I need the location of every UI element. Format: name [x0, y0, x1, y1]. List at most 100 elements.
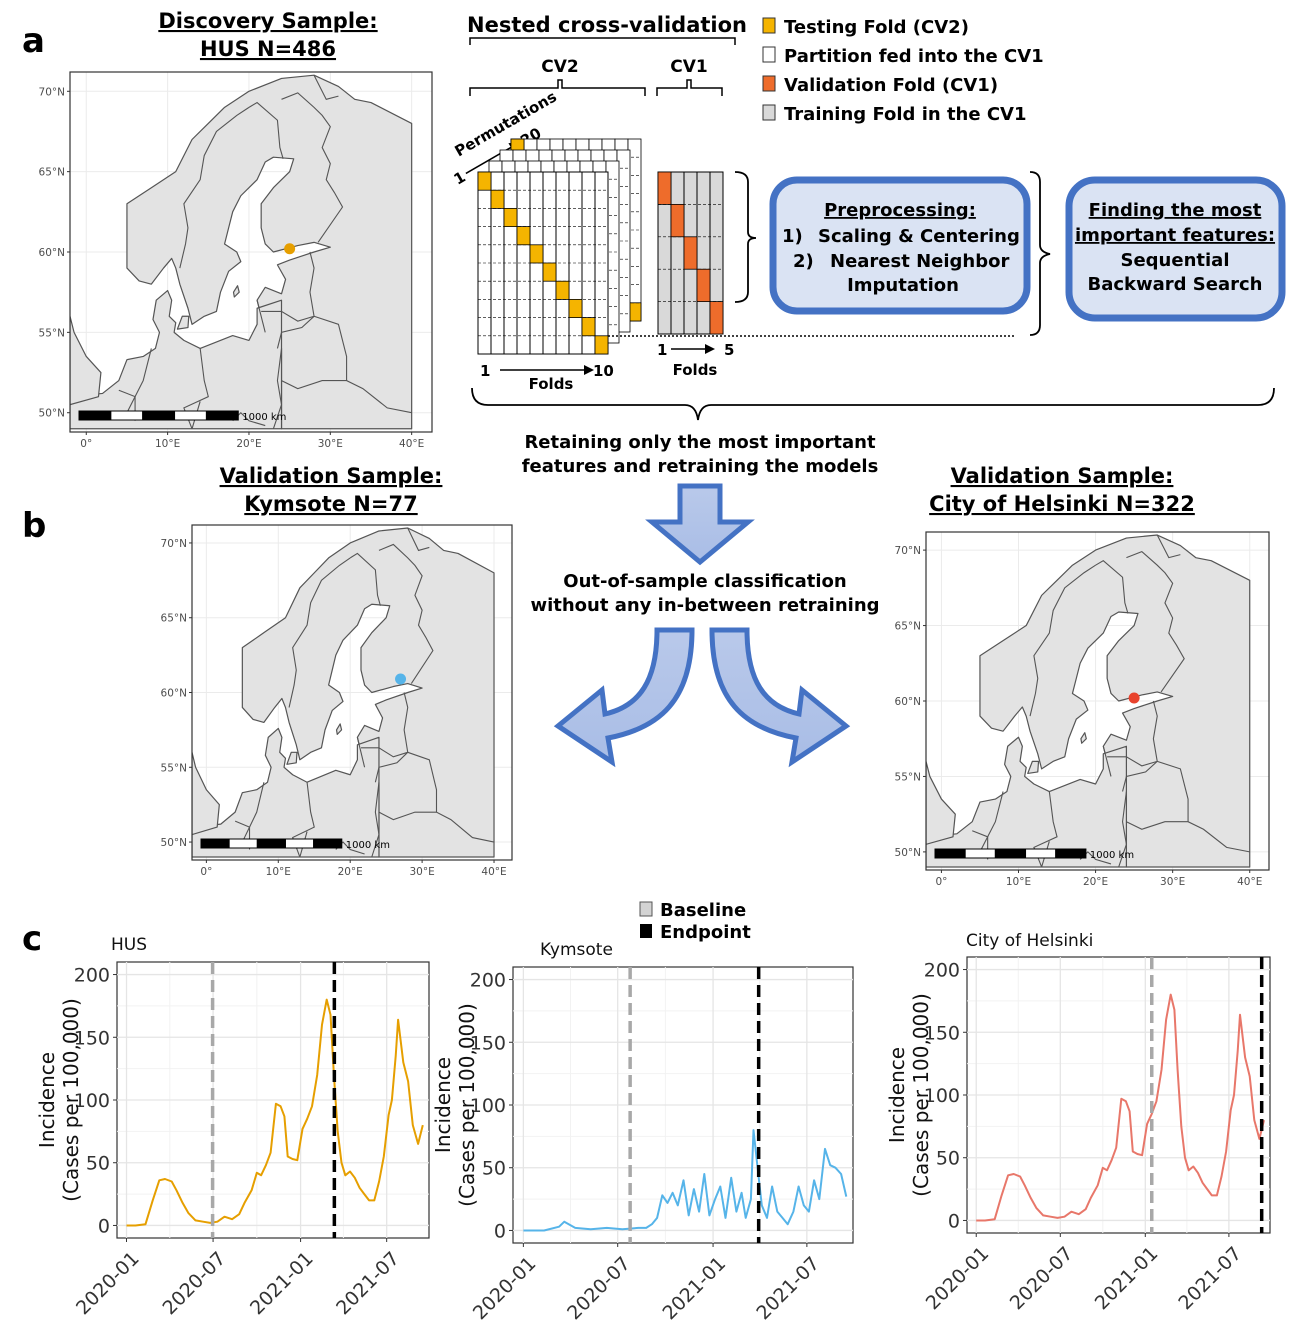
map-border [288, 557, 351, 708]
map-land-island [335, 723, 343, 735]
map-land-south [192, 727, 380, 858]
legend-label: Validation Fold (CV1) [784, 75, 998, 96]
incidence-series-line [126, 998, 424, 1227]
map-land-island [1027, 760, 1040, 775]
map-title-discovery-1: Discovery Sample: [158, 9, 377, 33]
cv1-training-column [670, 171, 685, 335]
testing-fold-cell [568, 298, 583, 318]
fold-column [555, 171, 570, 355]
cv1-training-column [696, 171, 711, 335]
scale-bar-segment [256, 838, 286, 849]
map-land-uk [70, 315, 102, 406]
folds-end: 10 [593, 362, 614, 380]
map-lon-tick: 40°E [399, 438, 424, 450]
map-border [1029, 564, 1096, 717]
legend-swatch [762, 75, 776, 92]
map-title-kymsote-1: Validation Sample: [220, 464, 443, 488]
legend-swatch [762, 104, 776, 121]
panel-label-b: b [22, 506, 46, 546]
chart-y-tick: 200 [74, 965, 110, 987]
scale-bar-segment [228, 838, 258, 849]
chart-y-tick: 200 [470, 970, 506, 992]
panel-label-c: c [22, 919, 42, 959]
folds-arrowhead [584, 365, 594, 375]
feature-search-box [1065, 176, 1286, 322]
chart-y-tick: 100 [924, 1085, 960, 1107]
map-lon-tick: 0° [935, 876, 947, 888]
chart-x-tick: 2020-07 [159, 1248, 231, 1320]
map-land-south [926, 736, 1128, 868]
map-land-island [286, 751, 298, 765]
scale-bar-segment [1055, 848, 1087, 859]
map-border [234, 820, 251, 843]
testing-fold-cell [594, 335, 609, 355]
legend-baseline-swatch [639, 901, 653, 917]
cv1-folds-end: 5 [724, 341, 734, 359]
feature-search-line-2: Backward Search [1088, 274, 1263, 295]
scale-bar-segment [1025, 848, 1057, 859]
scale-bar-segment [200, 838, 230, 849]
map-title-helsinki-2: City of Helsinki N=322 [929, 492, 1195, 516]
location-dot [284, 243, 296, 255]
preprocessing-item1: Scaling & Centering [818, 226, 1020, 247]
chart-x-tick: 2021-01 [246, 1248, 318, 1320]
scale-bar-segment [934, 848, 966, 859]
map-border [248, 101, 284, 159]
legend-swatch [762, 46, 776, 63]
preprocessing-right-brace [1029, 171, 1051, 336]
validation-fold-cell [683, 236, 698, 270]
retain-line-2: features and retraining the models [522, 456, 879, 477]
chart-y-tick: 100 [74, 1090, 110, 1112]
scale-bar-segment [142, 410, 176, 421]
cv1-right-brace [734, 171, 757, 303]
chart-x-tick: 2021-07 [752, 1253, 824, 1323]
testing-fold-cell [503, 207, 518, 227]
chart-y-tick: 100 [470, 1095, 506, 1117]
cv1-bracket [656, 79, 723, 96]
cv1-label: CV1 [670, 57, 707, 77]
validation-fold-cell [670, 203, 685, 238]
folds-label: Folds [529, 375, 574, 393]
map-border [1126, 550, 1185, 693]
map-land-uk [926, 760, 956, 845]
cv2-fold-grid [477, 138, 642, 355]
preprocessing-item1-num: 1) [782, 226, 803, 247]
map-border [134, 348, 152, 421]
legend-swatch [762, 17, 776, 34]
map-lat-tick: 65°N [39, 167, 65, 179]
oos-line-2: without any in-between retraining [530, 595, 879, 616]
map-border [1102, 746, 1112, 777]
testing-fold-cell [542, 262, 557, 282]
panel-label-a: a [22, 21, 45, 61]
ncv-title: Nested cross-validation [467, 13, 747, 37]
map-title-discovery-2: HUS N=486 [200, 37, 336, 61]
scale-bar-label: 1000 km [242, 412, 286, 423]
map-border [272, 348, 283, 429]
incidence-series-line [523, 1129, 848, 1232]
map-border [1122, 760, 1158, 792]
map-lat-tick: 65°N [161, 613, 187, 625]
map-lat-tick: 70°N [39, 86, 65, 98]
map-border [281, 92, 344, 243]
preprocessing-item2b: Imputation [847, 275, 959, 296]
chart-y-tick: 0 [98, 1215, 110, 1237]
long-bottom-brace [471, 387, 1275, 421]
location-dot [1128, 692, 1140, 704]
map-land-north [241, 527, 495, 858]
curved-arrow-right [709, 627, 851, 768]
scale-bar-label: 1000 km [1090, 850, 1134, 861]
chart-y-label-2: (Cases per 100,000) [909, 993, 933, 1197]
map-lat-tick: 60°N [161, 688, 187, 700]
map-land-island [232, 285, 240, 298]
map-lon-tick: 30°E [318, 438, 343, 450]
map-lon-tick: 10°E [266, 866, 291, 878]
chart-title: City of Helsinki [966, 931, 1093, 951]
scale-bar-segment [205, 410, 239, 421]
map-border [248, 782, 265, 850]
preprocessing-item2: Nearest Neighbor [830, 251, 1009, 272]
testing-fold-cell [490, 189, 505, 209]
incidence-series-line [976, 993, 1265, 1222]
scale-bar-segment [964, 848, 996, 859]
legend-baseline-label: Baseline [660, 900, 746, 921]
